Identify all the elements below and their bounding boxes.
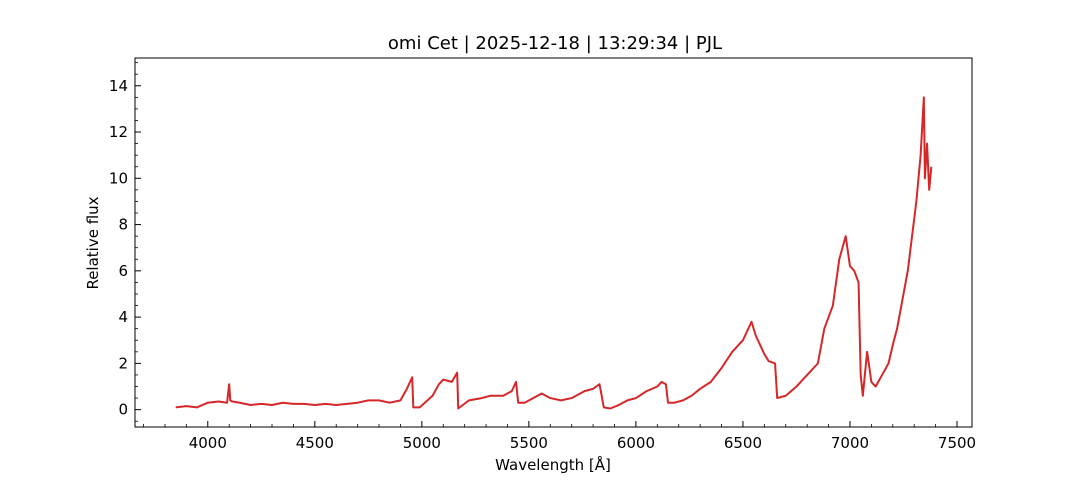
axes-frame — [134, 57, 973, 428]
y-tick-label: 12 — [109, 123, 128, 141]
x-tick-label: 4000 — [189, 434, 227, 452]
spectrum-series-line — [175, 96, 933, 410]
x-tick-label: 4500 — [296, 434, 334, 452]
y-axis-label: Relative flux — [84, 196, 102, 289]
chart-title: omi Cet | 2025-12-18 | 13:29:34 | PJL — [388, 33, 722, 54]
y-tick-label: 6 — [118, 262, 128, 280]
x-tick-label: 7000 — [831, 434, 869, 452]
y-tick-label: 8 — [118, 216, 128, 234]
y-tick-label: 2 — [118, 354, 128, 372]
x-tick-label: 6500 — [724, 434, 762, 452]
x-tick-label: 7500 — [938, 434, 976, 452]
y-tick-label: 4 — [118, 308, 128, 326]
x-axis-label: Wavelength [Å] — [495, 455, 611, 474]
y-axis-ticks: 0 2 4 6 8 10 12 14 — [109, 62, 141, 422]
x-tick-label: 5000 — [403, 434, 441, 452]
y-tick-label: 10 — [109, 169, 128, 187]
y-tick-label: 0 — [118, 401, 128, 419]
spectrum-layer — [175, 96, 933, 410]
y-tick-label: 14 — [109, 77, 128, 95]
x-tick-label: 5500 — [510, 434, 548, 452]
x-tick-label: 6000 — [617, 434, 655, 452]
x-axis-ticks: 4000 4500 5000 5500 6000 6500 7000 7500 — [143, 421, 976, 452]
